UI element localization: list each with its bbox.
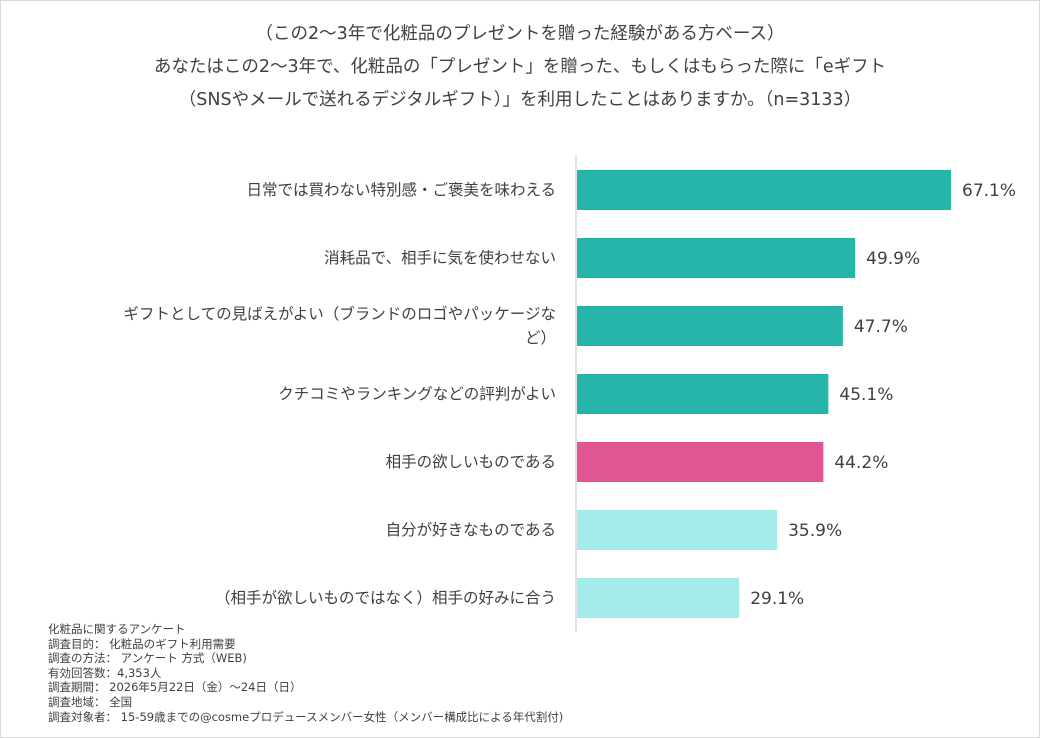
bar-2 [577,238,856,278]
note-region: 調査地域： 全国 [48,694,133,709]
survey-notes: 化粧品に関するアンケート 調査目的： 化粧品のギフト利用需要 調査の方法： アン… [48,622,563,724]
category-label-1: 日常では買わない特別感・ご褒美を味わえる [246,181,556,199]
bar-1 [577,170,951,210]
category-label-3: ギフトとしての見ばえがよい（ブランドのロゴやパッケージなど） [124,304,556,347]
category-label-5: 相手の欲しいものである [386,453,556,471]
value-label-5: 44.2% [834,453,888,473]
bar-5 [577,442,824,482]
category-label-2: 消耗品で、相手に気を使わせない [324,249,556,267]
note-purpose: 調査目的： 化粧品のギフト利用需要 [48,636,236,651]
value-label-1: 67.1% [962,181,1016,201]
note-survey-name: 化粧品に関するアンケート [48,622,186,636]
category-label-4: クチコミやランキングなどの評判がよい [278,385,556,403]
category-label-6: 自分が好きなものである [386,521,556,539]
note-responses: 有効回答数：4,353人 [48,665,162,680]
value-label-3: 47.7% [854,317,908,337]
value-label-7: 29.1% [750,589,804,609]
value-label-4: 45.1% [839,385,893,405]
title-line-1: （この2～3年で化粧品のプレゼントを贈った経験がある方ベース） [255,24,785,44]
note-method: 調査の方法： アンケート 方式（WEB) [48,651,247,666]
bar-3 [577,306,843,346]
title-line-2: あなたはこの2～3年で、化粧品の「プレゼント」を贈った、もしくはもらった際に「e… [153,57,887,77]
category-label-7: （相手が欲しいものではなく）相手の好みに合う [215,589,556,607]
value-label-2: 49.9% [866,249,920,269]
bar-6 [577,510,778,550]
bar-7 [577,578,740,618]
bar-4 [577,374,829,414]
chart-title: （この2～3年で化粧品のプレゼントを贈った経験がある方ベース） あなたはこの2～… [0,18,1040,117]
title-line-3: （SNSやメールで送れるデジタルギフト）」を利用したことはありますか。（n=31… [178,90,862,110]
note-period: 調査期間： 2026年5月22日（金）～24日（日） [48,680,302,695]
note-target: 調査対象者： 15-59歳までの@cosmeプロデュースメンバー女性（メンバー構… [48,709,564,724]
value-label-6: 35.9% [788,521,842,541]
